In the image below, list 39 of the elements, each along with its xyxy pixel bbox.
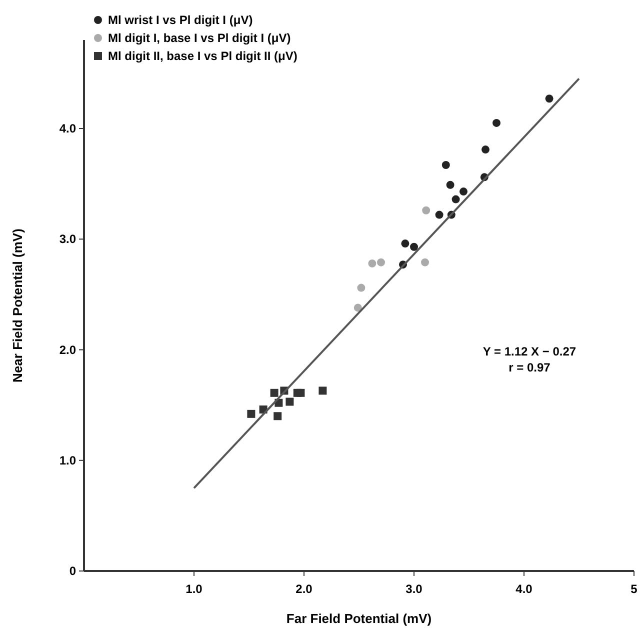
- point: [401, 240, 410, 248]
- x-tick-label: 4.0: [516, 582, 533, 596]
- legend-label: Ml digit II, base I vs Pl digit II (μV): [108, 49, 298, 63]
- annotation: Y = 1.12 X − 0.27: [482, 344, 576, 358]
- point: [286, 398, 294, 406]
- x-tick-label: 5: [630, 582, 638, 596]
- point: [410, 242, 418, 251]
- y-tick-label: 2.0: [59, 342, 76, 357]
- y-tick-label: 0: [69, 564, 76, 578]
- y-tick-label: 3.0: [59, 232, 76, 246]
- point: [422, 206, 430, 214]
- point: [270, 388, 278, 397]
- legend-label: Ml digit I, base I vs Pl digit I (μV): [108, 31, 291, 45]
- point: [368, 259, 376, 268]
- point: [545, 94, 554, 103]
- point: [318, 386, 327, 395]
- point: [446, 180, 454, 189]
- y-tick-label: 1.0: [59, 453, 76, 468]
- point: [354, 304, 362, 312]
- x-tick-label: 2.0: [296, 582, 313, 596]
- point: [357, 284, 366, 292]
- point: [492, 118, 500, 127]
- y-axis-title: Near Field Potential (mV): [10, 228, 25, 382]
- point: [442, 161, 450, 170]
- annotation: r = 0.97: [508, 360, 551, 374]
- point: [482, 146, 490, 154]
- point: [274, 412, 282, 420]
- point: [435, 210, 444, 219]
- point: [460, 188, 468, 196]
- point: [296, 388, 305, 397]
- point: [452, 195, 460, 204]
- y-tick-label: 4.0: [59, 122, 76, 136]
- x-axis-title: Far Field Potential (mV): [286, 611, 432, 626]
- x-tick-label: 3.0: [406, 582, 423, 596]
- point: [247, 410, 256, 418]
- x-tick-label: 1.0: [186, 582, 203, 596]
- point: [421, 258, 429, 266]
- point: [377, 258, 385, 266]
- legend-label: Ml wrist I vs Pl digit I (μV): [108, 13, 253, 27]
